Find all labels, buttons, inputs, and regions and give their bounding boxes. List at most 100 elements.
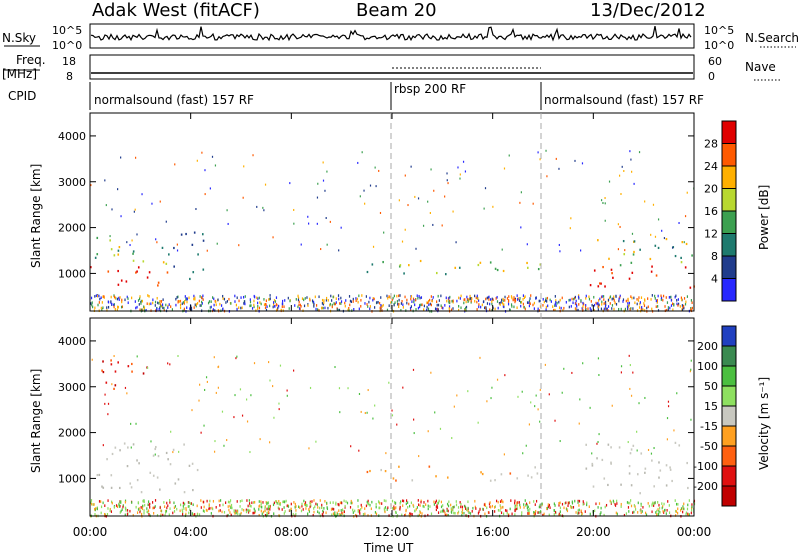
data-point [569, 227, 571, 230]
data-point [119, 511, 121, 514]
data-point [125, 508, 127, 512]
data-point [404, 513, 407, 517]
data-point [141, 299, 144, 303]
data-point [104, 393, 106, 396]
data-point [326, 501, 328, 505]
data-point [465, 305, 468, 309]
data-point [596, 457, 598, 460]
data-point [548, 393, 550, 396]
data-point [636, 449, 638, 452]
date-title: 13/Dec/2012 [590, 0, 706, 21]
data-point [185, 508, 187, 512]
data-point [630, 394, 633, 397]
data-point [607, 305, 610, 308]
data-point [182, 501, 184, 505]
data-point [633, 510, 635, 514]
data-point [451, 506, 454, 509]
data-point [632, 253, 635, 256]
data-point [398, 302, 400, 306]
data-point [618, 174, 621, 177]
data-point [95, 507, 97, 510]
data-point [667, 308, 669, 312]
data-point [620, 192, 622, 195]
data-point [326, 243, 328, 246]
data-point [572, 506, 575, 509]
data-point [523, 506, 525, 509]
data-point [201, 302, 203, 305]
data-point [226, 439, 228, 442]
data-point [691, 306, 693, 310]
data-point [571, 506, 573, 509]
data-point [324, 499, 326, 503]
data-point [236, 307, 238, 311]
data-point [464, 504, 466, 508]
data-point [258, 505, 260, 508]
data-point [110, 500, 113, 504]
data-point [203, 424, 205, 427]
data-point [117, 269, 119, 273]
data-point [380, 306, 382, 310]
data-point [340, 296, 342, 300]
data-point [630, 448, 633, 451]
velocity-colorbar-label: Velocity [m s⁻¹] [757, 377, 771, 470]
data-point [165, 303, 167, 307]
data-point [317, 510, 319, 514]
data-point [666, 417, 669, 420]
data-point [422, 504, 424, 508]
data-point [644, 511, 647, 515]
data-point [238, 299, 240, 303]
data-point [241, 499, 243, 503]
data-point [259, 301, 261, 304]
data-point [96, 507, 99, 511]
data-point [213, 356, 215, 359]
data-point [117, 249, 120, 252]
data-point [665, 464, 668, 467]
data-point [579, 398, 581, 401]
data-point [527, 474, 529, 477]
data-point [239, 388, 242, 391]
data-point [483, 503, 486, 507]
data-point [242, 295, 245, 299]
data-point [304, 297, 306, 300]
data-point [194, 513, 196, 516]
data-point [516, 501, 518, 505]
data-point [153, 511, 155, 515]
data-point [179, 503, 182, 507]
data-point [585, 443, 587, 446]
data-point [463, 298, 465, 302]
data-point [142, 504, 144, 508]
data-point [202, 509, 205, 513]
data-point [152, 298, 154, 302]
data-point [249, 504, 251, 508]
data-point [202, 268, 205, 271]
data-point [335, 501, 337, 505]
data-point [189, 307, 191, 310]
data-point [546, 299, 548, 303]
data-point [274, 304, 276, 308]
data-point [277, 306, 279, 310]
data-point [120, 156, 122, 159]
data-point [148, 271, 151, 274]
data-point [627, 307, 629, 311]
data-point [496, 268, 499, 272]
data-point [682, 505, 684, 508]
data-point [309, 297, 311, 301]
data-point [412, 368, 415, 371]
data-point [673, 429, 675, 432]
data-point [237, 512, 239, 516]
data-point [100, 306, 102, 310]
data-point [246, 420, 249, 423]
data-point [295, 509, 297, 512]
data-point [281, 305, 283, 309]
data-point [657, 501, 659, 504]
data-point [156, 241, 158, 244]
data-point [554, 302, 556, 306]
data-point [657, 294, 659, 298]
data-point [620, 505, 622, 508]
data-point [116, 308, 119, 312]
data-point [607, 309, 609, 312]
data-point [614, 504, 617, 507]
data-point [215, 505, 217, 509]
data-point [213, 297, 215, 301]
